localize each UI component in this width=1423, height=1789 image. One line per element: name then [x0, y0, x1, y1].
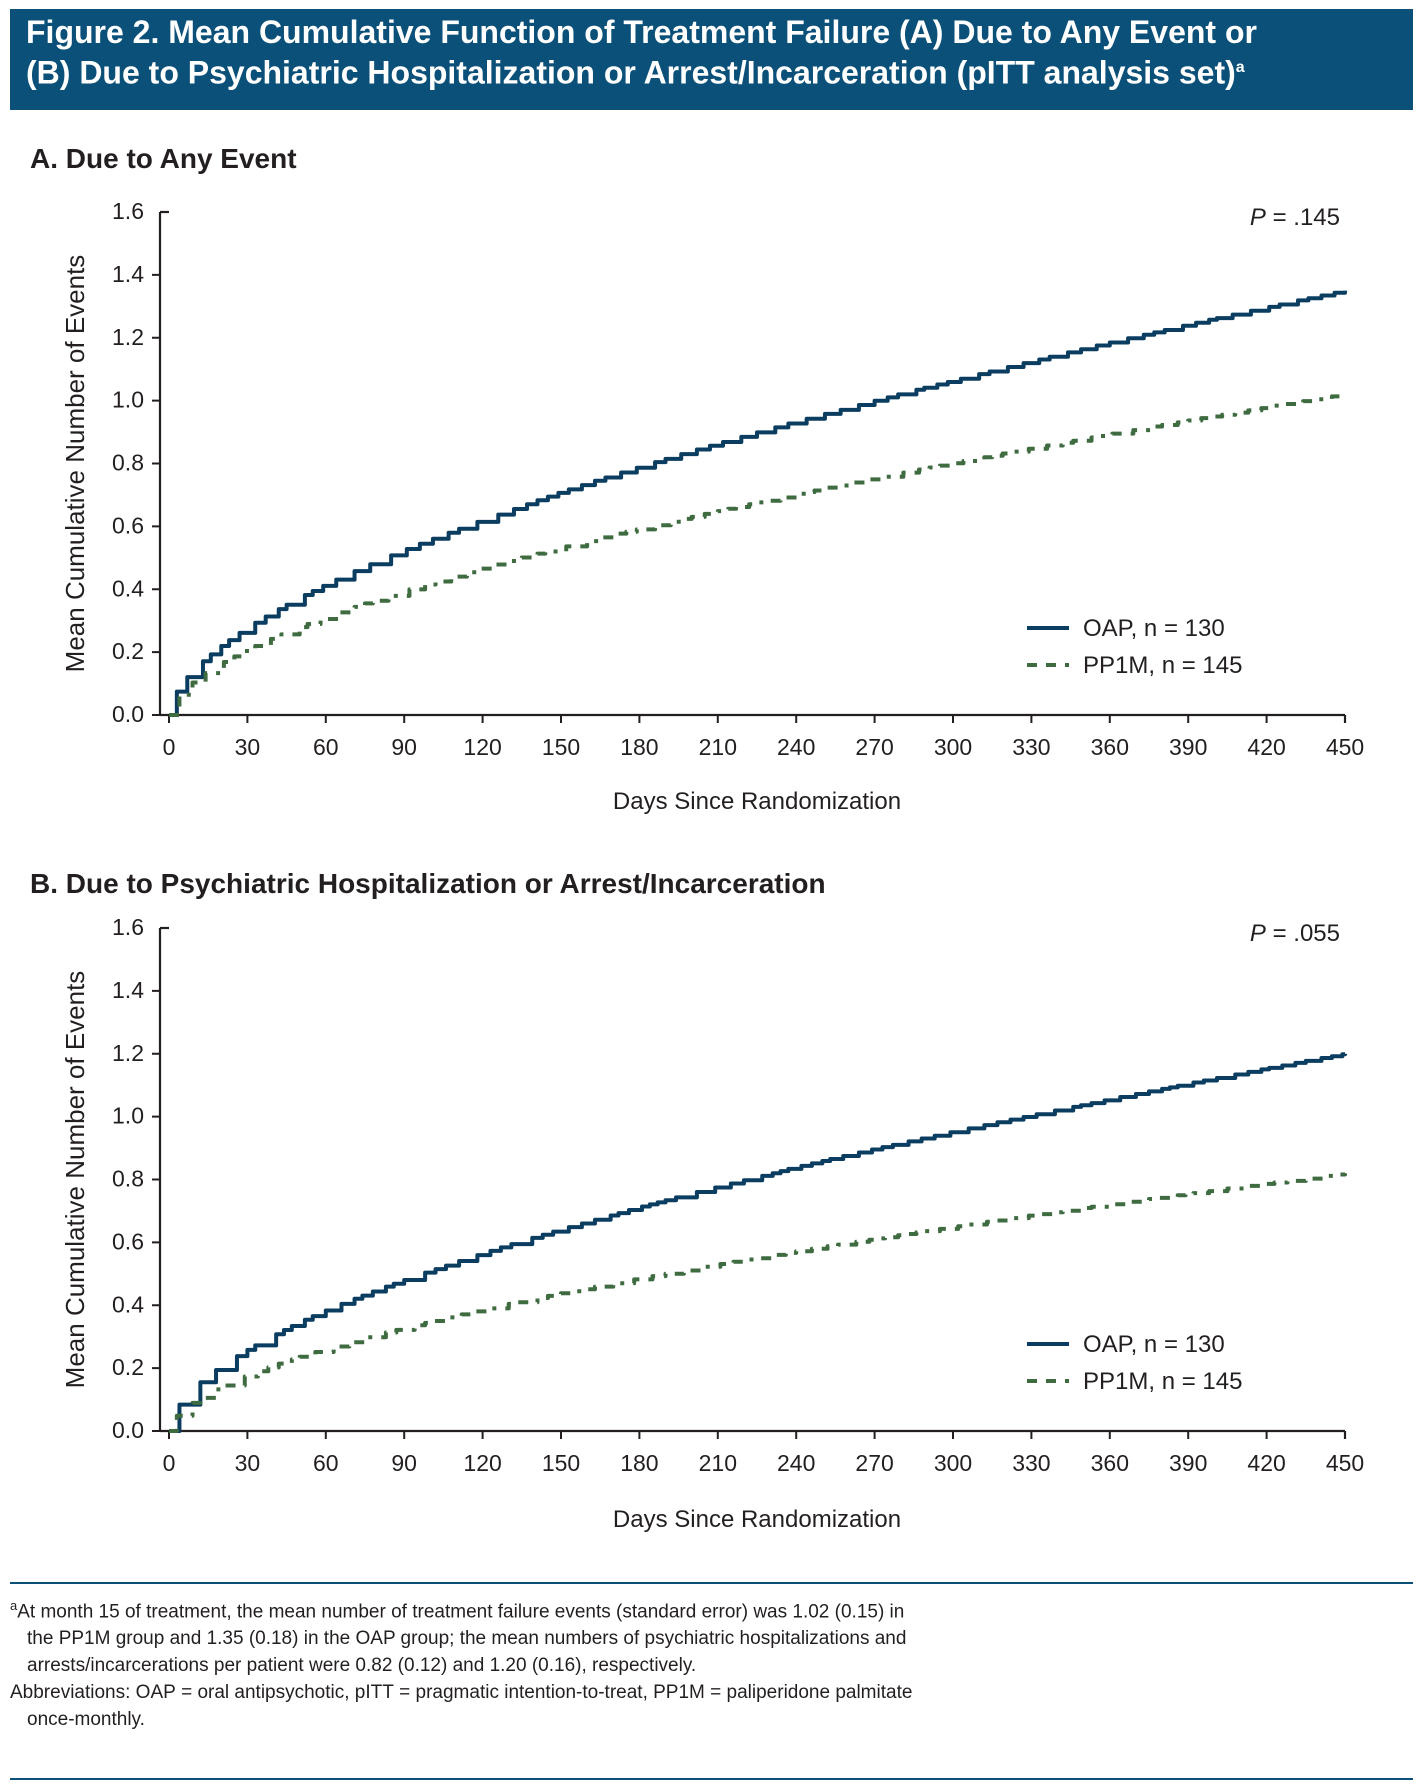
- svg-text:330: 330: [1012, 1450, 1050, 1476]
- svg-text:90: 90: [391, 1450, 417, 1476]
- svg-text:210: 210: [699, 1450, 737, 1476]
- svg-text:0.8: 0.8: [112, 1166, 144, 1192]
- svg-text:390: 390: [1169, 1450, 1207, 1476]
- svg-text:1.6: 1.6: [112, 914, 144, 940]
- svg-text:270: 270: [855, 1450, 893, 1476]
- svg-text:0.4: 0.4: [112, 1291, 144, 1317]
- svg-text:450: 450: [1326, 1450, 1364, 1476]
- svg-text:420: 420: [1247, 1450, 1285, 1476]
- svg-text:1.4: 1.4: [112, 977, 144, 1003]
- svg-text:0.0: 0.0: [112, 1417, 144, 1443]
- svg-text:300: 300: [934, 1450, 972, 1476]
- svg-text:0.2: 0.2: [112, 1354, 144, 1380]
- svg-text:30: 30: [235, 1450, 261, 1476]
- svg-text:150: 150: [542, 1450, 580, 1476]
- svg-text:P = .055: P = .055: [1250, 920, 1340, 947]
- svg-text:PP1M, n = 145: PP1M, n = 145: [1083, 1368, 1242, 1395]
- svg-text:60: 60: [313, 1450, 339, 1476]
- svg-text:0: 0: [163, 1450, 176, 1476]
- svg-text:OAP, n = 130: OAP, n = 130: [1083, 1331, 1225, 1358]
- svg-text:360: 360: [1091, 1450, 1129, 1476]
- svg-text:240: 240: [777, 1450, 815, 1476]
- svg-text:180: 180: [620, 1450, 658, 1476]
- svg-text:0.6: 0.6: [112, 1228, 144, 1254]
- svg-text:1.0: 1.0: [112, 1103, 144, 1129]
- svg-text:120: 120: [463, 1450, 501, 1476]
- svg-text:1.2: 1.2: [112, 1040, 144, 1066]
